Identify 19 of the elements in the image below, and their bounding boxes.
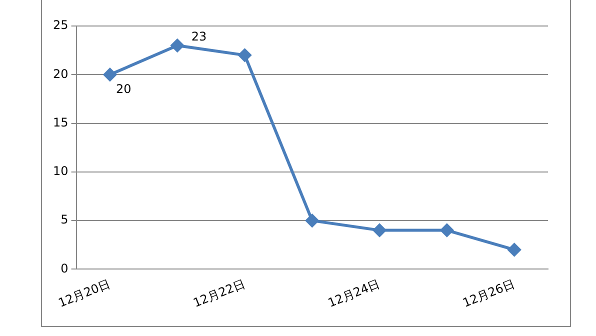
x-tick-label: 12月24日 <box>326 276 382 310</box>
point <box>508 243 521 256</box>
x-tick-label: 12月22日 <box>191 276 248 310</box>
y-tick-label: 15 <box>52 115 68 130</box>
y-tick-label: 20 <box>52 66 68 81</box>
data-label: 23 <box>191 30 207 44</box>
point <box>103 68 116 82</box>
x-tick-label: 12月20日 <box>56 276 112 310</box>
x-tick-label: 12月26日 <box>460 276 517 310</box>
y-tick-label: 25 <box>52 18 68 32</box>
y-tick-label: 0 <box>60 261 68 276</box>
data-label: 20 <box>116 82 132 96</box>
point <box>170 38 184 52</box>
y-tick-label: 10 <box>52 164 68 178</box>
point <box>373 224 386 237</box>
point <box>306 214 319 228</box>
y-tick-label: 5 <box>60 212 68 227</box>
point <box>440 224 454 237</box>
point <box>238 48 252 62</box>
